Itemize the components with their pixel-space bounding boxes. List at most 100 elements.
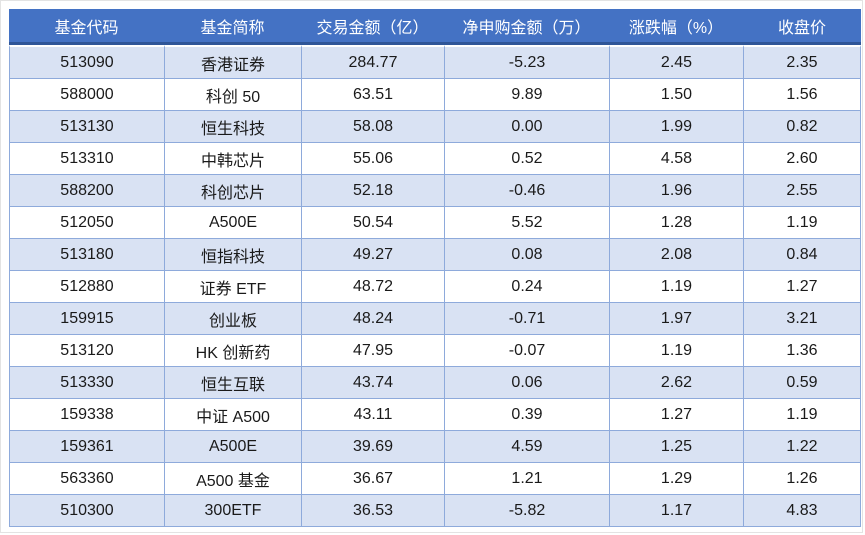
table-row: 159361 A500E 39.69 4.59 1.25 1.22 <box>9 431 861 463</box>
table-cell: 科创芯片 <box>164 175 301 207</box>
table-cell: 52.18 <box>301 175 444 207</box>
table-cell: A500 基金 <box>164 463 301 495</box>
table-cell: 中证 A500 <box>164 399 301 431</box>
table-cell: 513090 <box>9 45 164 79</box>
table-cell: 284.77 <box>301 45 444 79</box>
table-cell: 513310 <box>9 143 164 175</box>
table-cell: 36.53 <box>301 495 444 527</box>
table-cell: 36.67 <box>301 463 444 495</box>
table-cell: A500E <box>164 207 301 239</box>
table-cell: 1.99 <box>609 111 743 143</box>
table-cell: 3.21 <box>743 303 861 335</box>
table-cell: 512880 <box>9 271 164 303</box>
table-cell: 513120 <box>9 335 164 367</box>
table-cell: 0.52 <box>444 143 609 175</box>
table-cell: 43.11 <box>301 399 444 431</box>
table-cell: 563360 <box>9 463 164 495</box>
table-cell: 创业板 <box>164 303 301 335</box>
table-row: 513090 香港证券 284.77 -5.23 2.45 2.35 <box>9 45 861 79</box>
table-cell: 1.36 <box>743 335 861 367</box>
column-header: 基金代码 <box>9 9 164 45</box>
table-cell: 恒指科技 <box>164 239 301 271</box>
table-row: 159915 创业板 48.24 -0.71 1.97 3.21 <box>9 303 861 335</box>
table-cell: 510300 <box>9 495 164 527</box>
table-cell: 1.26 <box>743 463 861 495</box>
table-cell: 2.35 <box>743 45 861 79</box>
table-cell: -5.82 <box>444 495 609 527</box>
table-cell: -0.46 <box>444 175 609 207</box>
table-cell: 0.39 <box>444 399 609 431</box>
table-cell: 159338 <box>9 399 164 431</box>
table-cell: -0.07 <box>444 335 609 367</box>
table-cell: 香港证券 <box>164 45 301 79</box>
table-cell: 55.06 <box>301 143 444 175</box>
table-cell: 恒生科技 <box>164 111 301 143</box>
table-cell: 1.56 <box>743 79 861 111</box>
table-row: 563360 A500 基金 36.67 1.21 1.29 1.26 <box>9 463 861 495</box>
table-row: 510300 300ETF 36.53 -5.82 1.17 4.83 <box>9 495 861 527</box>
table-cell: 9.89 <box>444 79 609 111</box>
table-cell: 科创 50 <box>164 79 301 111</box>
table-cell: 300ETF <box>164 495 301 527</box>
table-cell: 2.60 <box>743 143 861 175</box>
column-header: 净申购金额（万） <box>444 9 609 45</box>
table-cell: 1.21 <box>444 463 609 495</box>
table-cell: 159361 <box>9 431 164 463</box>
table-cell: 1.17 <box>609 495 743 527</box>
table-row: 588000 科创 50 63.51 9.89 1.50 1.56 <box>9 79 861 111</box>
table-cell: 47.95 <box>301 335 444 367</box>
table-cell: 513330 <box>9 367 164 399</box>
table-cell: 1.29 <box>609 463 743 495</box>
table-cell: 512050 <box>9 207 164 239</box>
table-cell: 159915 <box>9 303 164 335</box>
table-cell: 1.96 <box>609 175 743 207</box>
column-header: 基金简称 <box>164 9 301 45</box>
table-cell: 4.59 <box>444 431 609 463</box>
table-cell: 1.19 <box>609 335 743 367</box>
table-cell: 0.24 <box>444 271 609 303</box>
table-cell: 43.74 <box>301 367 444 399</box>
table-cell: 1.19 <box>609 271 743 303</box>
table-row: 513180 恒指科技 49.27 0.08 2.08 0.84 <box>9 239 861 271</box>
table-cell: 0.82 <box>743 111 861 143</box>
table-cell: 58.08 <box>301 111 444 143</box>
table-cell: 2.62 <box>609 367 743 399</box>
table-row: 512880 证券 ETF 48.72 0.24 1.19 1.27 <box>9 271 861 303</box>
table-cell: 588000 <box>9 79 164 111</box>
column-header: 收盘价 <box>743 9 861 45</box>
table-cell: 1.27 <box>743 271 861 303</box>
table-cell: 证券 ETF <box>164 271 301 303</box>
table-cell: 39.69 <box>301 431 444 463</box>
table-header: 基金代码 基金简称 交易金额（亿） 净申购金额（万） 涨跌幅（%） 收盘价 <box>9 9 861 45</box>
table-cell: 63.51 <box>301 79 444 111</box>
table-body: 513090 香港证券 284.77 -5.23 2.45 2.35 588000 科创 50… <box>9 45 861 527</box>
table-cell: 2.45 <box>609 45 743 79</box>
table-cell: 50.54 <box>301 207 444 239</box>
table-cell: -0.71 <box>444 303 609 335</box>
table-cell: 1.27 <box>609 399 743 431</box>
table-cell: 1.19 <box>743 207 861 239</box>
table-cell: 2.08 <box>609 239 743 271</box>
column-header: 交易金额（亿） <box>301 9 444 45</box>
table-cell: 0.00 <box>444 111 609 143</box>
table-cell: 48.24 <box>301 303 444 335</box>
table-cell: 1.50 <box>609 79 743 111</box>
table-cell: -5.23 <box>444 45 609 79</box>
table-cell: 0.59 <box>743 367 861 399</box>
table-cell: 588200 <box>9 175 164 207</box>
table-cell: 1.25 <box>609 431 743 463</box>
table-cell: 1.28 <box>609 207 743 239</box>
table-cell: HK 创新药 <box>164 335 301 367</box>
table-cell: 1.19 <box>743 399 861 431</box>
table-row: 513120 HK 创新药 47.95 -0.07 1.19 1.36 <box>9 335 861 367</box>
table-cell: 0.08 <box>444 239 609 271</box>
table-cell: 49.27 <box>301 239 444 271</box>
table-cell: 5.52 <box>444 207 609 239</box>
header-row: 基金代码 基金简称 交易金额（亿） 净申购金额（万） 涨跌幅（%） 收盘价 <box>9 9 861 45</box>
table-cell: 0.06 <box>444 367 609 399</box>
column-header: 涨跌幅（%） <box>609 9 743 45</box>
table-cell: 恒生互联 <box>164 367 301 399</box>
table-row: 159338 中证 A500 43.11 0.39 1.27 1.19 <box>9 399 861 431</box>
table-cell: 4.58 <box>609 143 743 175</box>
